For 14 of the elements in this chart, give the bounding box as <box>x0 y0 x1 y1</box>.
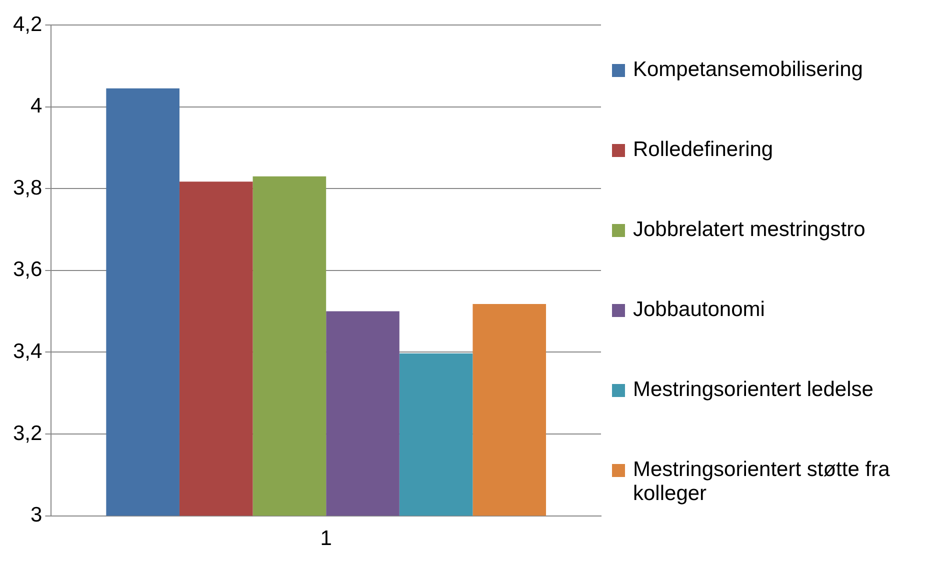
legend-label: Jobbrelatert mestringstro <box>633 218 866 242</box>
x-tick-label: 1 <box>320 527 332 550</box>
y-tick-label: 3,4 <box>12 340 43 363</box>
y-tick-label: 3 <box>30 504 42 527</box>
legend-label: Jobbautonomi <box>633 298 765 322</box>
legend-label: Mestringsorientert ledelse <box>633 378 874 402</box>
y-tick-label: 3,2 <box>12 422 42 445</box>
y-tick-label: 3,8 <box>12 176 42 200</box>
legend-label: Rolledefinering <box>633 138 774 162</box>
y-tick-label: 4 <box>30 94 43 118</box>
y-tick-label: 3,6 <box>12 258 42 282</box>
legend-label: Mestringsorientert støtte fra kolleger <box>633 458 891 506</box>
legend-label: Kompetansemobilisering <box>633 58 863 82</box>
y-tick-label: 4,2 <box>12 12 42 36</box>
